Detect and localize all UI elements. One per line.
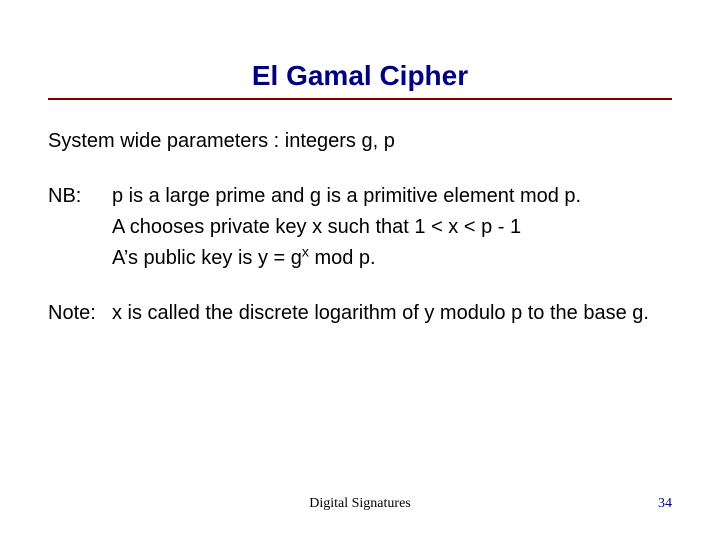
nb-line-1: p is a large prime and g is a primitive … xyxy=(112,183,672,210)
nb-content: p is a large prime and g is a primitive … xyxy=(112,183,672,272)
note-label: Note: xyxy=(48,300,112,327)
note-block: Note: x is called the discrete logarithm… xyxy=(48,300,672,327)
footer-page-number: 34 xyxy=(658,496,672,512)
nb-line-2: A chooses private key x such that 1 < x … xyxy=(112,214,672,241)
note-text: x is called the discrete logarithm of y … xyxy=(112,300,672,327)
nb-line-3: A’s public key is y = gx mod p. xyxy=(112,245,672,272)
slide-title: El Gamal Cipher xyxy=(48,60,672,92)
title-rule xyxy=(48,98,672,100)
nb-block: NB: p is a large prime and g is a primit… xyxy=(48,183,672,272)
intro-text: System wide parameters : integers g, p xyxy=(48,128,672,155)
slide: El Gamal Cipher System wide parameters :… xyxy=(0,0,720,540)
footer-center: Digital Signatures xyxy=(0,496,720,512)
slide-body: System wide parameters : integers g, p N… xyxy=(48,128,672,327)
note-content: x is called the discrete logarithm of y … xyxy=(112,300,672,327)
nb-label: NB: xyxy=(48,183,112,272)
